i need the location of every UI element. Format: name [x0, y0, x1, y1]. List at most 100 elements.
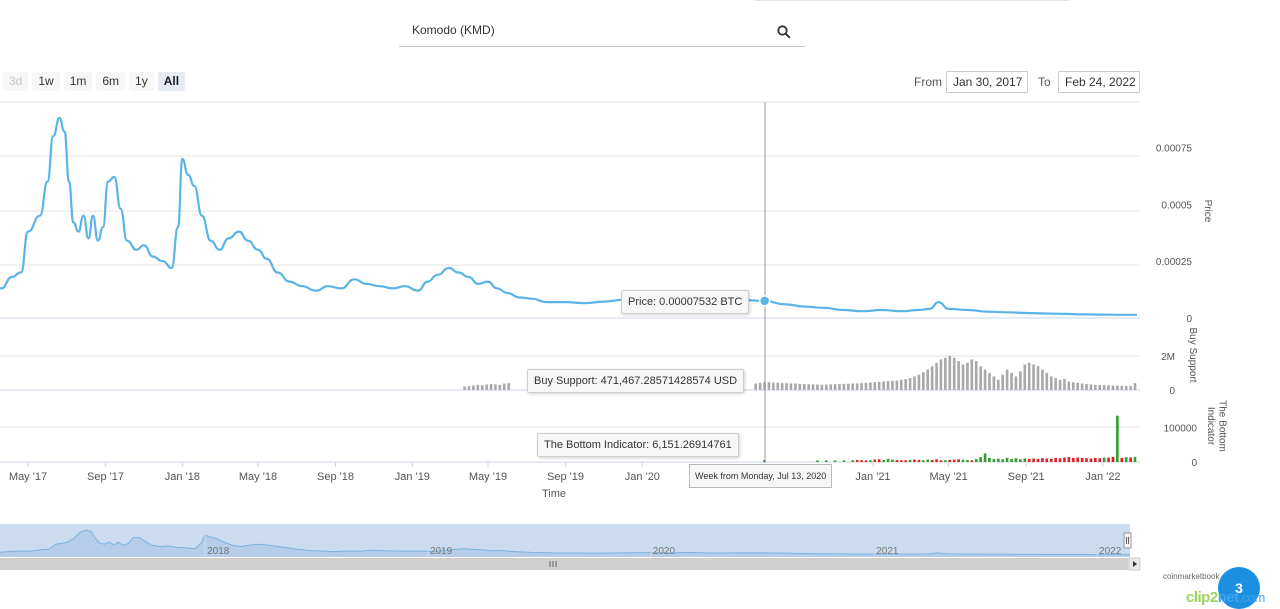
indicator-ytick-label: 0	[1191, 458, 1197, 469]
indicator-bar	[913, 459, 916, 462]
buy-support-bar	[908, 378, 912, 390]
indicator-bar	[1124, 457, 1128, 462]
indicator-bar	[1014, 458, 1018, 462]
indicator-bar	[1063, 457, 1066, 462]
x-tick-label: Jan '22	[1085, 471, 1120, 483]
buy-support-bar	[833, 384, 837, 390]
buy-support-bar	[1027, 362, 1031, 390]
buy-support-bar	[847, 383, 850, 390]
indicator-bar	[882, 459, 885, 462]
price-ytick-label: 0	[1186, 314, 1192, 325]
to-date-input[interactable]: Feb 24, 2022	[1058, 71, 1140, 93]
buy-support-bar	[1010, 373, 1013, 390]
price-ytick-label: 0.00075	[1156, 143, 1193, 154]
buy-support-bar	[1085, 384, 1088, 390]
buy-support-bar	[996, 379, 1000, 390]
search-icon[interactable]	[777, 25, 791, 39]
x-axis-title: Time	[542, 488, 566, 500]
indicator-bar	[1094, 457, 1097, 462]
buy-support-tooltip: Buy Support: 471,467.28571428574 USD	[527, 369, 745, 393]
indicator-bar	[1001, 459, 1005, 462]
buy-support-bar	[1067, 381, 1071, 390]
indicator-bar	[1076, 457, 1079, 462]
indicator-bar	[877, 459, 881, 462]
buy-support-bar	[1133, 383, 1137, 390]
buy-support-bar	[917, 374, 921, 390]
indicator-bar	[1080, 457, 1084, 462]
buy-support-bar	[1014, 376, 1018, 390]
x-tick-label: Sep '17	[87, 471, 124, 483]
buy-support-bar	[1089, 384, 1093, 390]
buy-support-bar	[754, 383, 757, 390]
navigator-year-label: 2019	[430, 546, 453, 557]
buy-support-bar	[780, 383, 784, 390]
credit-text: coinmarketbook	[1163, 572, 1220, 581]
coin-search[interactable]: Komodo (KMD)	[399, 14, 805, 47]
range-button-all[interactable]: All	[157, 72, 186, 91]
buy-support-bar	[476, 384, 480, 390]
indicator-bar	[1089, 458, 1093, 462]
price-ytick-label: 0.0005	[1161, 200, 1192, 211]
buy-support-bar	[789, 383, 793, 390]
buy-support-bar	[485, 384, 488, 390]
buy-support-bar	[1076, 382, 1079, 390]
buy-support-bar	[1111, 385, 1115, 390]
from-date-input[interactable]: Jan 30, 2017	[946, 71, 1028, 93]
buy-support-bar	[1063, 378, 1066, 390]
navigator-year-label: 2020	[653, 546, 676, 557]
buy-support-bar	[776, 382, 780, 390]
indicator-bar	[904, 460, 907, 462]
range-button-1m[interactable]: 1m	[63, 72, 93, 91]
from-label: From	[914, 75, 942, 89]
buy-support-bar	[1071, 382, 1075, 390]
notification-badge[interactable]: 3	[1218, 567, 1260, 609]
buy-support-bar	[939, 359, 943, 390]
watermark-logo: clip2net.com	[1186, 589, 1265, 606]
indicator-bar	[1071, 457, 1075, 462]
indicator-bar	[992, 458, 996, 462]
range-button-6m[interactable]: 6m	[96, 72, 126, 91]
buy-support-bar	[1036, 366, 1040, 390]
buy-support-bar	[1019, 371, 1022, 390]
range-button-3d[interactable]: 3d	[3, 72, 29, 91]
indicator-bar	[1133, 456, 1137, 462]
buy-support-bar	[1023, 364, 1027, 390]
bottom-indicator-tooltip: The Bottom Indicator: 6,151.26914761	[537, 433, 739, 457]
buy-support-bar	[930, 366, 934, 390]
buy-support-bar	[1094, 384, 1097, 390]
range-selector: 3d 1w 1m 6m 1y All	[3, 72, 186, 91]
navigator: 2018 2019 2020 2021 2022	[0, 524, 1141, 571]
hover-point	[758, 295, 771, 307]
x-tick-label: Sep '18	[317, 471, 354, 483]
buy-support-bar	[961, 364, 965, 390]
buy-support-bar	[891, 380, 894, 390]
range-button-1y[interactable]: 1y	[129, 72, 154, 91]
range-button-1w[interactable]: 1w	[32, 72, 60, 91]
navigator-year-label: 2022	[1099, 546, 1122, 557]
buy-support-bar	[952, 357, 956, 390]
buy-support-bar	[860, 383, 863, 390]
indicator-bar	[899, 460, 903, 462]
buy-support-bar	[904, 379, 907, 390]
buy-support-bar	[886, 381, 890, 390]
indicator-bar	[891, 459, 894, 462]
buy-support-bar	[824, 384, 828, 390]
buy-support-bar	[811, 384, 815, 390]
search-input[interactable]: Komodo (KMD)	[412, 23, 495, 37]
navigator-series-area	[0, 530, 1130, 557]
buy-support-bar	[1054, 378, 1057, 390]
buy-support-bar	[772, 382, 775, 390]
buy-support-bar	[1102, 385, 1106, 390]
top-divider	[755, 0, 1069, 1]
indicator-bar	[1085, 458, 1088, 462]
buy-support-bar	[948, 356, 952, 390]
indicator-axis-title: The BottomIndicator	[1205, 400, 1228, 452]
navigator-year-label: 2021	[876, 546, 899, 557]
indicator-bar	[961, 459, 965, 462]
buy-support-bar	[869, 382, 872, 390]
x-tick-label: Jan '21	[855, 471, 890, 483]
buy-support-bar	[1041, 369, 1044, 390]
buy-support-bar	[816, 384, 819, 390]
indicator-bar	[939, 460, 943, 462]
